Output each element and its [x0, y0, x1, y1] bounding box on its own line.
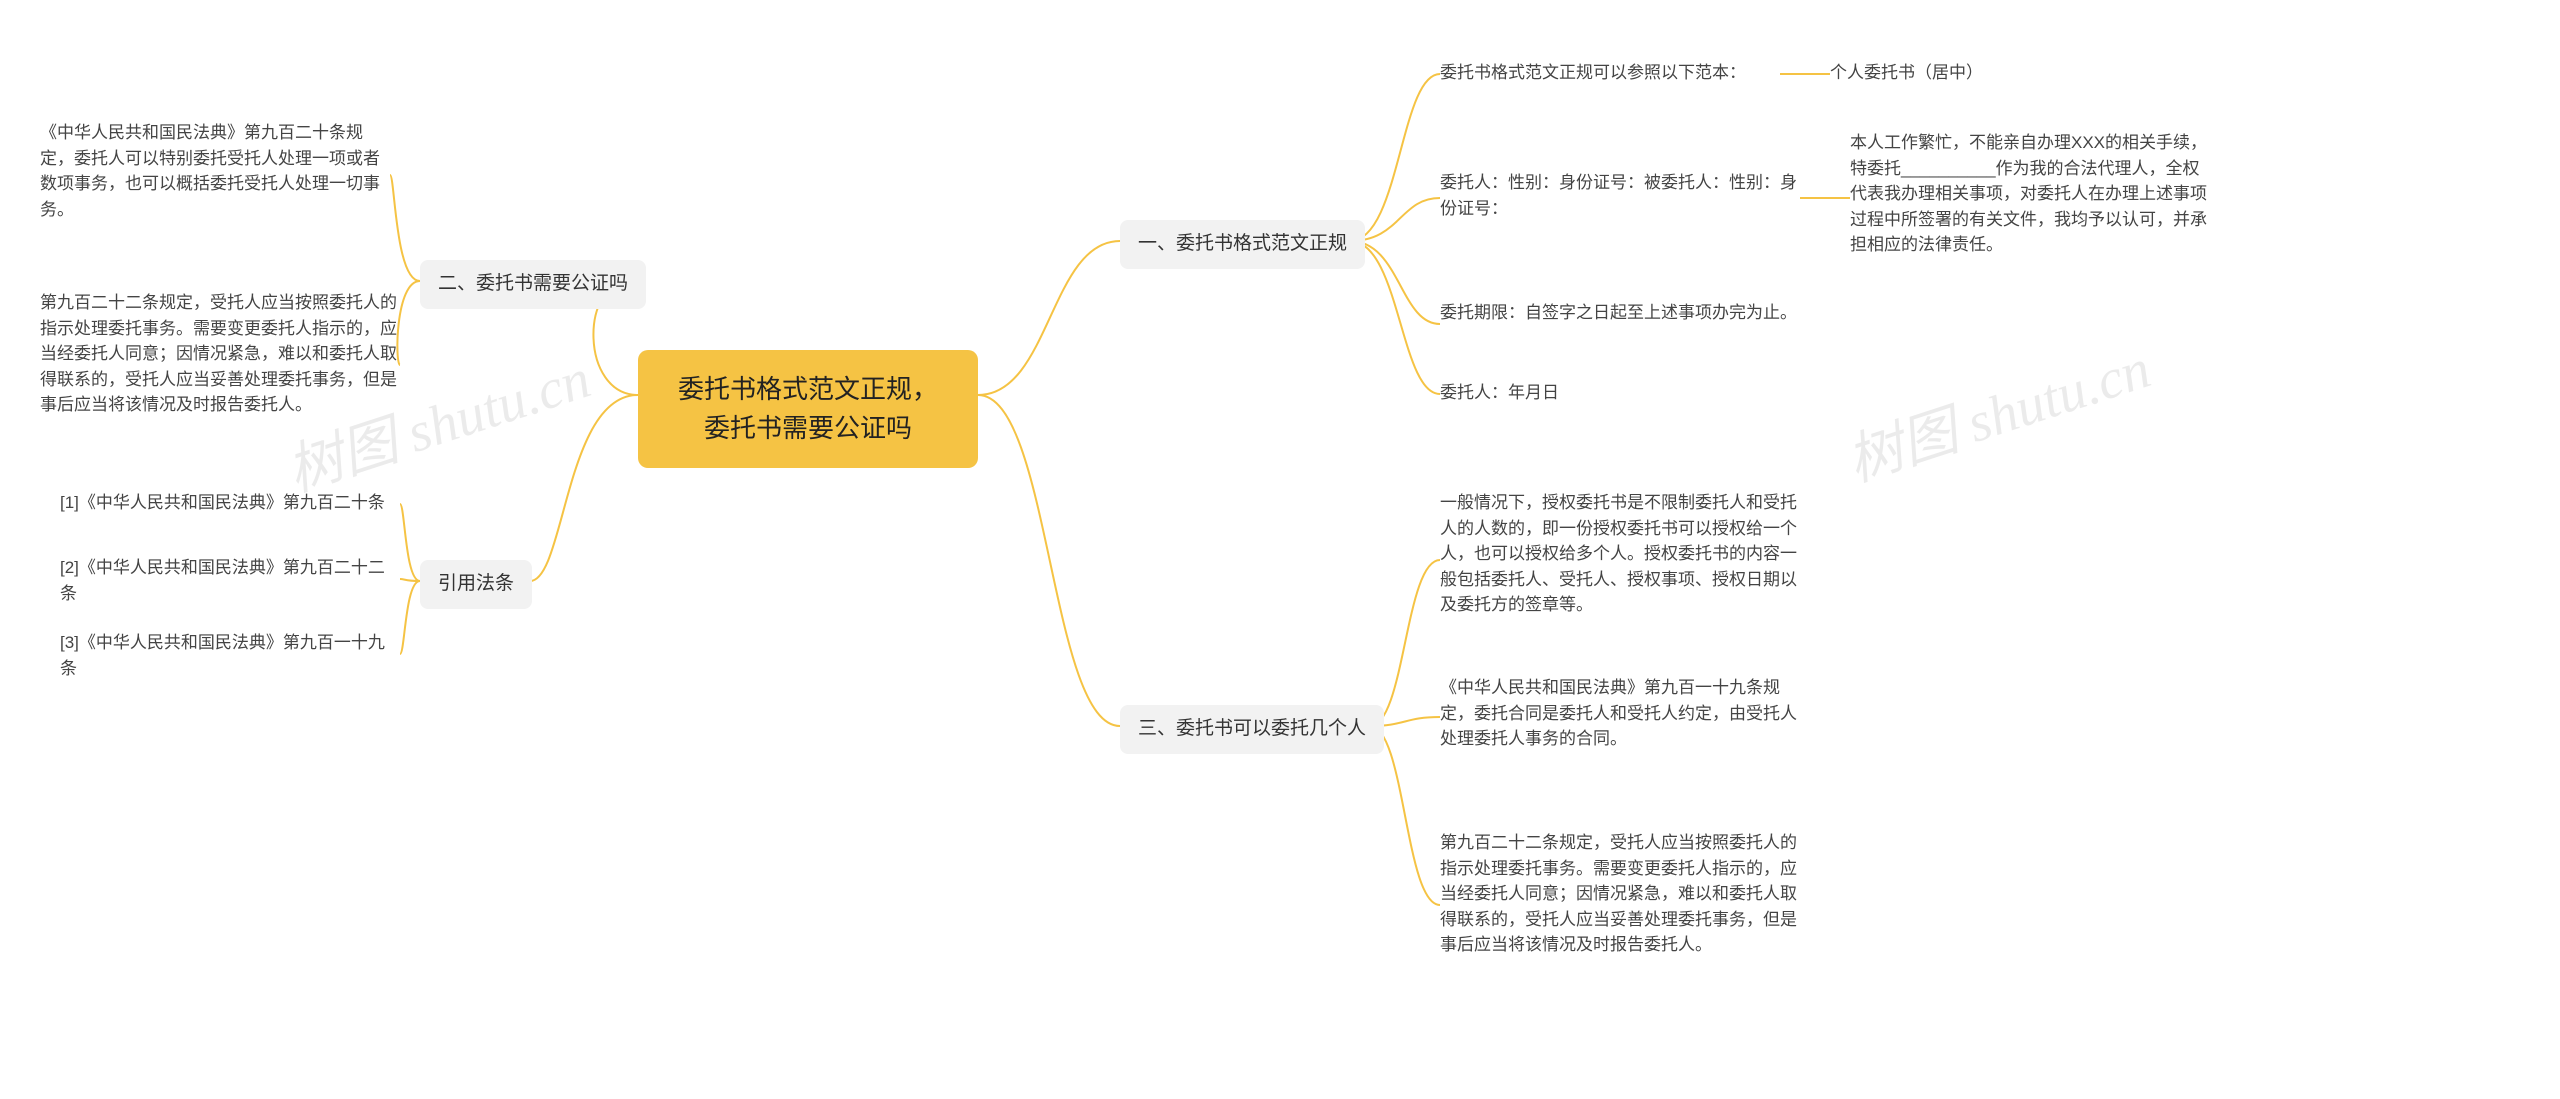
watermark-2: 树图 shutu.cn: [1835, 323, 2159, 497]
branch-l2[interactable]: 引用法条: [420, 560, 532, 609]
leaf-l1a: 《中华人民共和国民法典》第九百二十条规定，委托人可以特别委托受托人处理一项或者数…: [40, 120, 390, 222]
leaf-r2b: 《中华人民共和国民法典》第九百一十九条规定，委托合同是委托人和受托人约定，由受托…: [1440, 675, 1800, 752]
branch-r2[interactable]: 三、委托书可以委托几个人: [1120, 705, 1384, 754]
leaf-r1a: 委托书格式范文正规可以参照以下范本：: [1440, 60, 1780, 86]
leaf-l1b: 第九百二十二条规定，受托人应当按照委托人的指示处理委托事务。需要变更委托人指示的…: [40, 290, 400, 418]
leaf-r1b: 委托人：性别：身份证号：被委托人：性别：身份证号：: [1440, 170, 1800, 221]
leaf-r2c: 第九百二十二条规定，受托人应当按照委托人的指示处理委托事务。需要变更委托人指示的…: [1440, 830, 1800, 958]
branch-l1[interactable]: 二、委托书需要公证吗: [420, 260, 646, 309]
branch-r1[interactable]: 一、委托书格式范文正规: [1120, 220, 1365, 269]
leaf-r1c: 委托期限：自签字之日起至上述事项办完为止。: [1440, 300, 1800, 326]
leaf-r1a1: 个人委托书（居中）: [1830, 60, 2030, 86]
root-node[interactable]: 委托书格式范文正规，委托书需要公证吗: [638, 350, 978, 468]
leaf-l2b: [2]《中华人民共和国民法典》第九百二十二条: [60, 555, 400, 606]
leaf-l2a: [1]《中华人民共和国民法典》第九百二十条: [60, 490, 400, 516]
leaf-l2c: [3]《中华人民共和国民法典》第九百一十九条: [60, 630, 400, 681]
leaf-r2a: 一般情况下，授权委托书是不限制委托人和受托人的人数的，即一份授权委托书可以授权给…: [1440, 490, 1800, 618]
leaf-r1b1: 本人工作繁忙，不能亲自办理XXX的相关手续，特委托__________作为我的合…: [1850, 130, 2210, 258]
leaf-r1d: 委托人：年月日: [1440, 380, 1640, 406]
